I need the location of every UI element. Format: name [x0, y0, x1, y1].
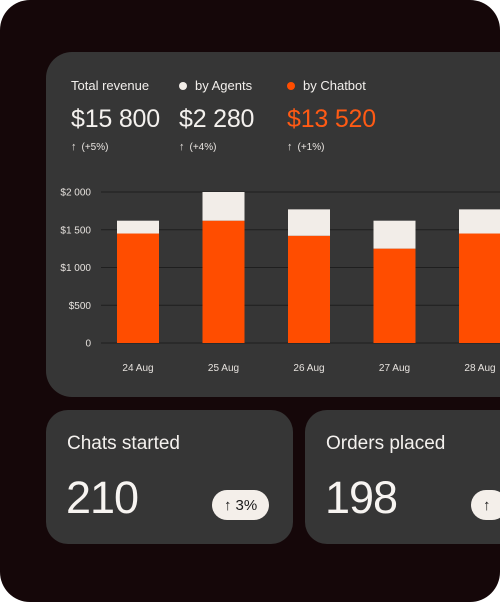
total-revenue-change-text: (+5%): [81, 141, 109, 153]
agents-label: by Agents: [179, 78, 252, 93]
revenue-bar-chart: 0 $500 $1 000 $1 500 $2 000 24 Aug 25 Aug 26 Au…: [60, 188, 500, 374]
revenue-card: Total revenue $15 800 ↑ (+5%) by Agents …: [46, 52, 500, 397]
chatbot-label-text: by Chatbot: [303, 78, 366, 93]
bar-by-chatbot: [373, 248, 416, 343]
x-tick-label: 27 Aug: [379, 363, 410, 374]
chats-change-badge: ↑ 3%: [212, 490, 270, 520]
chatbot-change-text: (+1%): [297, 141, 325, 153]
chatbot-metric: by Chatbot $13 520 ↑ (+1%): [287, 78, 376, 153]
y-tick-label: $500: [69, 301, 92, 312]
orders-placed-value: 198: [325, 472, 398, 523]
bar-by-chatbot: [117, 233, 159, 343]
bar-by-agents: [202, 192, 245, 221]
orders-placed-card: Orders placed 198 ↑: [305, 410, 500, 544]
chats-started-card: Chats started 210 ↑ 3%: [46, 410, 293, 544]
chatbot-value: $13 520: [287, 105, 376, 133]
y-tick-label: 0: [85, 339, 91, 350]
agents-label-text: by Agents: [195, 78, 253, 93]
x-tick-label: 26 Aug: [293, 363, 324, 374]
bar-by-agents: [117, 220, 159, 234]
bar-by-chatbot: [459, 233, 500, 343]
chats-change-text: 3%: [235, 496, 258, 514]
arrow-up-icon: ↑: [287, 141, 293, 153]
total-revenue-value: $15 800: [71, 105, 160, 133]
arrow-up-icon: ↑: [224, 496, 232, 514]
agents-change-text: (+4%): [189, 141, 217, 153]
x-tick-label: 25 Aug: [208, 363, 239, 374]
bar-by-chatbot: [288, 235, 330, 343]
y-tick-label: $1 500: [60, 225, 91, 236]
chatbot-label: by Chatbot: [287, 78, 366, 93]
y-tick-label: $1 000: [60, 263, 91, 274]
bar-by-agents: [288, 209, 330, 236]
agents-metric: by Agents $2 280 ↑ (+4%): [179, 78, 254, 153]
x-tick-label: 24 Aug: [122, 363, 153, 374]
y-tick-label: $2 000: [60, 188, 91, 199]
bar-by-chatbot: [202, 220, 245, 343]
orders-change-badge: ↑: [471, 490, 500, 520]
arrow-up-icon: ↑: [179, 141, 185, 153]
agents-change: ↑ (+4%): [179, 141, 216, 153]
agents-value: $2 280: [179, 105, 255, 133]
orders-placed-title: Orders placed: [326, 433, 446, 454]
bar-by-agents: [459, 209, 500, 234]
x-tick-label: 28 Aug: [464, 363, 495, 374]
total-revenue-change: ↑ (+5%): [71, 141, 108, 153]
chats-started-title: Chats started: [67, 433, 180, 454]
chatbot-legend-dot: [287, 81, 295, 90]
total-revenue-metric: Total revenue $15 800 ↑ (+5%): [71, 78, 160, 153]
agents-legend-dot: [179, 81, 187, 90]
arrow-up-icon: ↑: [483, 496, 491, 514]
bar-by-agents: [373, 220, 416, 249]
chatbot-change: ↑ (+1%): [287, 141, 324, 153]
arrow-up-icon: ↑: [71, 141, 77, 153]
total-revenue-label: Total revenue: [71, 78, 150, 93]
chats-started-value: 210: [66, 472, 139, 523]
